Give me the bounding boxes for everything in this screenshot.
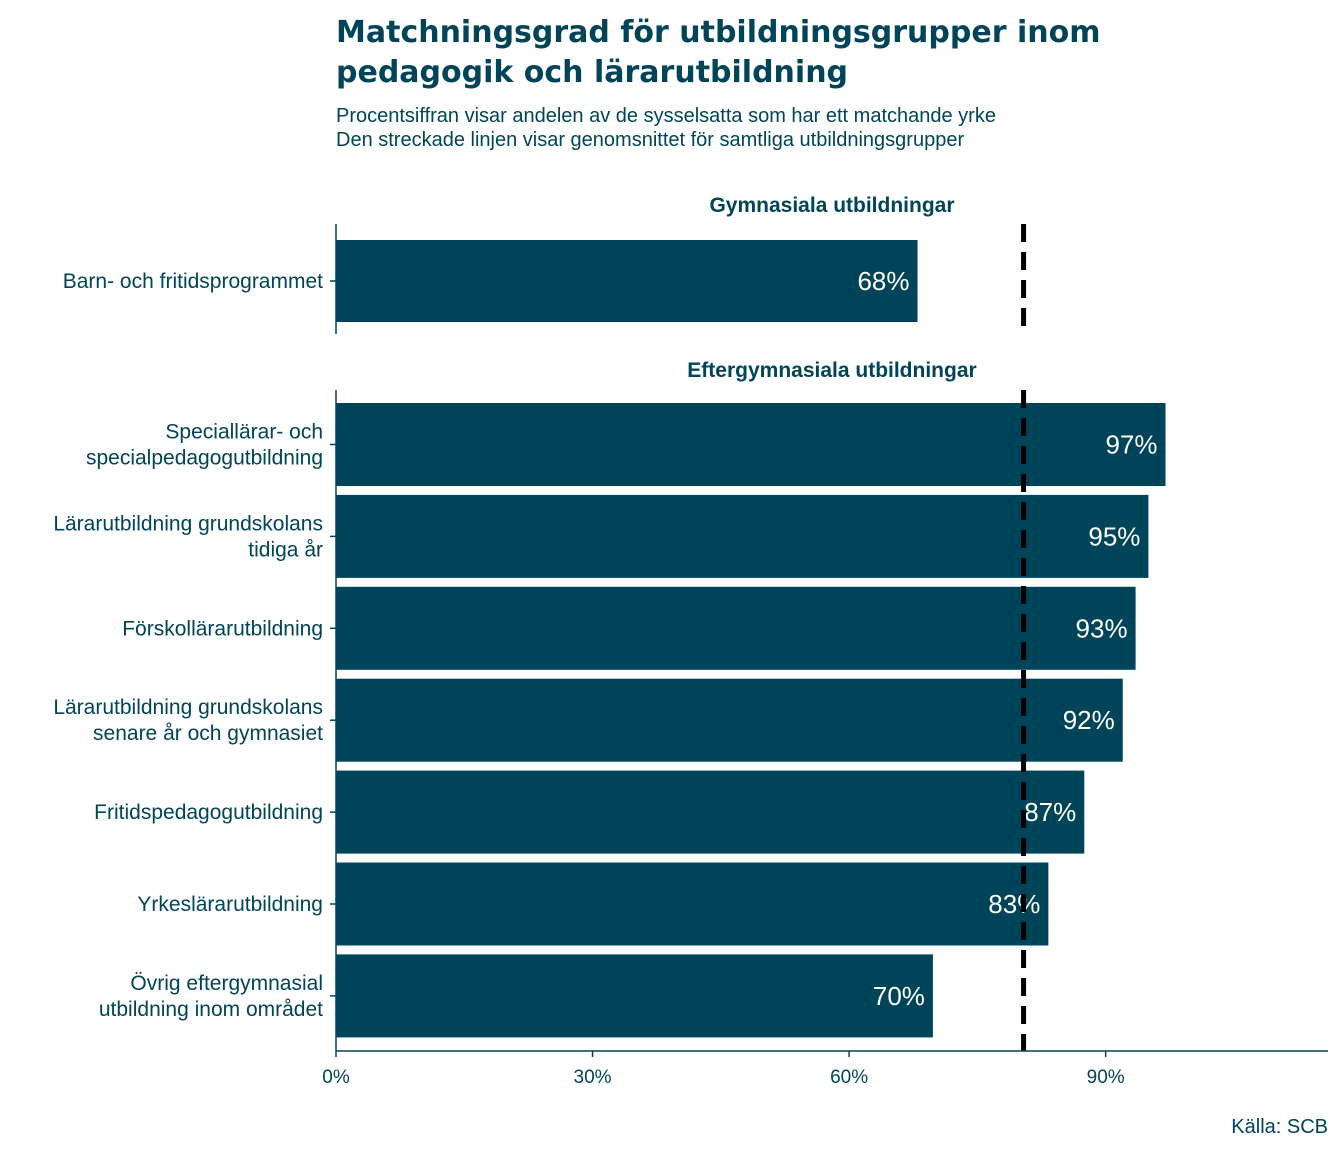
bar-lararutbildning-grundskolans-senare-ar-och-gymnasiet bbox=[336, 678, 1123, 762]
bar-lararutbildning-grundskolans-tidiga-ar bbox=[336, 494, 1149, 578]
facet-title-gymnasiala-utbildningar: Gymnasiala utbildningar bbox=[709, 194, 954, 217]
category-label-yrkeslararutbildning: Yrkeslärarutbildning bbox=[137, 893, 323, 916]
data-label-fritidspedagogutbildning: 87% bbox=[1024, 797, 1076, 827]
category-label-barn-och-fritidsprogrammet: Barn- och fritidsprogrammet bbox=[63, 270, 323, 293]
category-label-forskollararutbildning: Förskollärarutbildning bbox=[122, 617, 323, 640]
facet-title-eftergymnasiala-utbildningar: Eftergymnasiala utbildningar bbox=[687, 359, 976, 382]
category-label-lararutbildning-grundskolans-tidiga-ar-line-1: Lärarutbildning grundskolans bbox=[53, 512, 323, 535]
data-label-barn-och-fritidsprogrammet: 68% bbox=[857, 266, 909, 296]
bar-yrkeslararutbildning bbox=[336, 862, 1049, 946]
category-label-fritidspedagogutbildning: Fritidspedagogutbildning bbox=[94, 801, 323, 824]
category-label-ovrig-eftergymnasial-utbildning-inom-omradet-line-2: utbildning inom området bbox=[99, 998, 323, 1021]
bar-forskollararutbildning bbox=[336, 586, 1136, 670]
bar-speciallarar-och-specialpedagogutbildning bbox=[336, 403, 1166, 486]
category-label-lararutbildning-grundskolans-tidiga-ar-line-2: tidiga år bbox=[248, 538, 323, 561]
category-label-lararutbildning-grundskolans-senare-ar-och-gymnasiet-line-1: Lärarutbildning grundskolans bbox=[53, 696, 323, 719]
data-label-speciallarar-och-specialpedagogutbildning: 97% bbox=[1105, 430, 1157, 460]
data-label-lararutbildning-grundskolans-senare-ar-och-gymnasiet: 92% bbox=[1063, 705, 1115, 735]
x-tick-label-60: 60% bbox=[830, 1067, 868, 1088]
bar-fritidspedagogutbildning bbox=[336, 770, 1085, 854]
chart-caption: Källa: SCB bbox=[1231, 1116, 1328, 1138]
data-label-yrkeslararutbildning: 83% bbox=[988, 889, 1040, 919]
plot-area: Gymnasiala utbildningar Barn- och fritids… bbox=[53, 194, 1328, 1088]
category-label-speciallarar-och-specialpedagogutbildning-line-1: Speciallärar- och bbox=[165, 421, 323, 444]
x-tick-label-30: 30% bbox=[574, 1067, 612, 1088]
data-label-forskollararutbildning: 93% bbox=[1076, 613, 1128, 643]
category-label-speciallarar-och-specialpedagogutbildning-line-2: specialpedagogutbildning bbox=[86, 447, 323, 470]
x-tick-label-0: 0% bbox=[322, 1067, 350, 1088]
chart-subtitle-line-1: Procentsiffran visar andelen av de sysse… bbox=[336, 105, 996, 127]
bar-ovrig-eftergymnasial-utbildning-inom-omradet bbox=[336, 954, 933, 1038]
category-label-ovrig-eftergymnasial-utbildning-inom-omradet-line-1: Övrig eftergymnasial bbox=[130, 972, 323, 995]
x-tick-label-90: 90% bbox=[1087, 1067, 1125, 1088]
chart-title-line-2: pedagogik och lärarutbildning bbox=[336, 55, 848, 90]
category-label-lararutbildning-grundskolans-senare-ar-och-gymnasiet-line-2: senare år och gymnasiet bbox=[93, 722, 323, 745]
data-label-lararutbildning-grundskolans-tidiga-ar: 95% bbox=[1088, 521, 1140, 551]
chart-title-line-1: Matchningsgrad för utbildningsgrupper in… bbox=[336, 15, 1100, 50]
bar-barn-och-fritidsprogrammet bbox=[336, 240, 918, 322]
data-label-ovrig-eftergymnasial-utbildning-inom-omradet: 70% bbox=[873, 981, 925, 1011]
chart-subtitle-line-2: Den streckade linjen visar genomsnittet … bbox=[336, 129, 964, 151]
